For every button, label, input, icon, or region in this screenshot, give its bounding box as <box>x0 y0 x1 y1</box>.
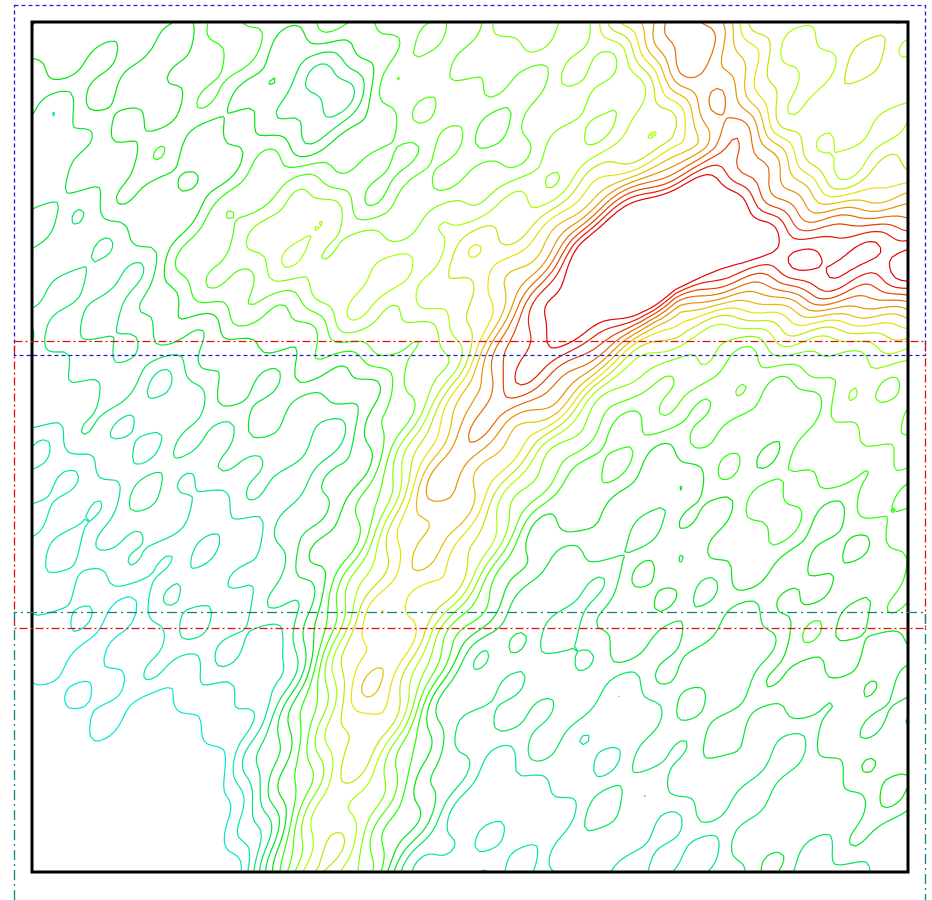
background <box>0 0 932 900</box>
page: (() => { const data = JSON.parse(documen… <box>0 0 932 900</box>
contour-map <box>0 0 932 900</box>
